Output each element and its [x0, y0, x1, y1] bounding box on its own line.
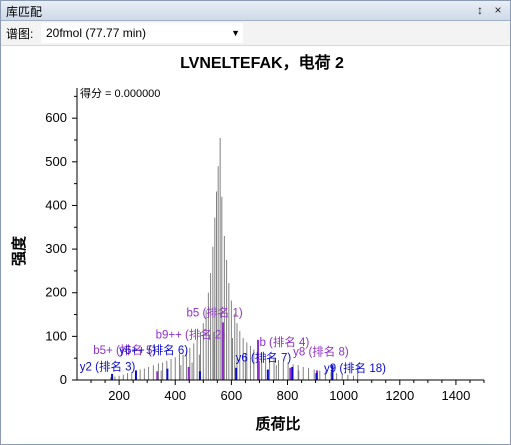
peak-annotation: y8 (排名 8) — [293, 345, 349, 359]
b-ion-peaks — [156, 322, 318, 380]
peak-annotation: b (排名 4) — [259, 335, 309, 349]
y-tick-label: 0 — [60, 372, 67, 387]
window-title: 库匹配 — [6, 5, 43, 19]
peak-annotation: y2 (排名 3) — [80, 359, 136, 373]
toolbar: 谱图: 20fmol (77.77 min) ▼ — [1, 21, 510, 46]
y-tick-label: 600 — [45, 110, 67, 125]
pin-icon[interactable]: ↕ — [477, 3, 483, 17]
y-tick-label: 500 — [45, 154, 67, 169]
chart-title: LVNELTEFAK，电荷 2 — [180, 53, 344, 72]
title-bar: 库匹配 ↕ × — [1, 1, 510, 21]
x-axis-label: 质荷比 — [255, 415, 300, 433]
peak-annotation: y9 (排名 18) — [324, 361, 386, 375]
x-tick-label: 400 — [164, 388, 186, 403]
axes: 0 100 200 300 400 500 600 200 400 600 800 1000 1200 1… — [45, 88, 485, 403]
x-tick-label: 600 — [221, 388, 243, 403]
peak-annotation: b9++ (排名 2) — [156, 328, 226, 342]
y-tick-label: 200 — [45, 285, 67, 300]
score-label: 得分 = 0.000000 — [80, 87, 160, 100]
peak-annotation: b5 (排名 1) — [186, 306, 242, 320]
y-tick-label: 100 — [45, 328, 67, 343]
x-tick-label: 1000 — [329, 388, 358, 403]
x-tick-label: 200 — [108, 388, 130, 403]
spectrum-select[interactable]: 20fmol (77.77 min) ▼ — [41, 23, 243, 43]
peak-annotation: y6 (排名 7) — [236, 351, 292, 365]
x-tick-label: 1400 — [441, 388, 470, 403]
spectrum-chart: LVNELTEFAK，电荷 2 得分 = 0.000000 质荷比 强度 0 10… — [10, 53, 485, 433]
y-axis-label: 强度 — [10, 235, 28, 266]
y-tick-label: 400 — [45, 197, 67, 212]
x-tick-label: 800 — [277, 388, 299, 403]
close-icon[interactable]: × — [494, 3, 502, 17]
peak-annotation: b5+ (排名 5) — [93, 343, 156, 357]
spectrum-label: 谱图: — [6, 27, 34, 41]
peak-annotation: y6++ (排名 6) — [119, 343, 188, 357]
x-tick-label: 1200 — [385, 388, 414, 403]
y-tick-label: 300 — [45, 241, 67, 256]
unmatched-peaks — [110, 137, 359, 380]
y-ion-peaks — [111, 365, 334, 380]
peak-annotations: b5 (排名 1) b9++ (排名 2)b5+ (排名 5)y6++ (排名 6… — [80, 306, 386, 375]
spectrum-select-value: 20fmol (77.77 min) — [46, 26, 147, 40]
chevron-down-icon[interactable]: ▼ — [231, 28, 240, 38]
